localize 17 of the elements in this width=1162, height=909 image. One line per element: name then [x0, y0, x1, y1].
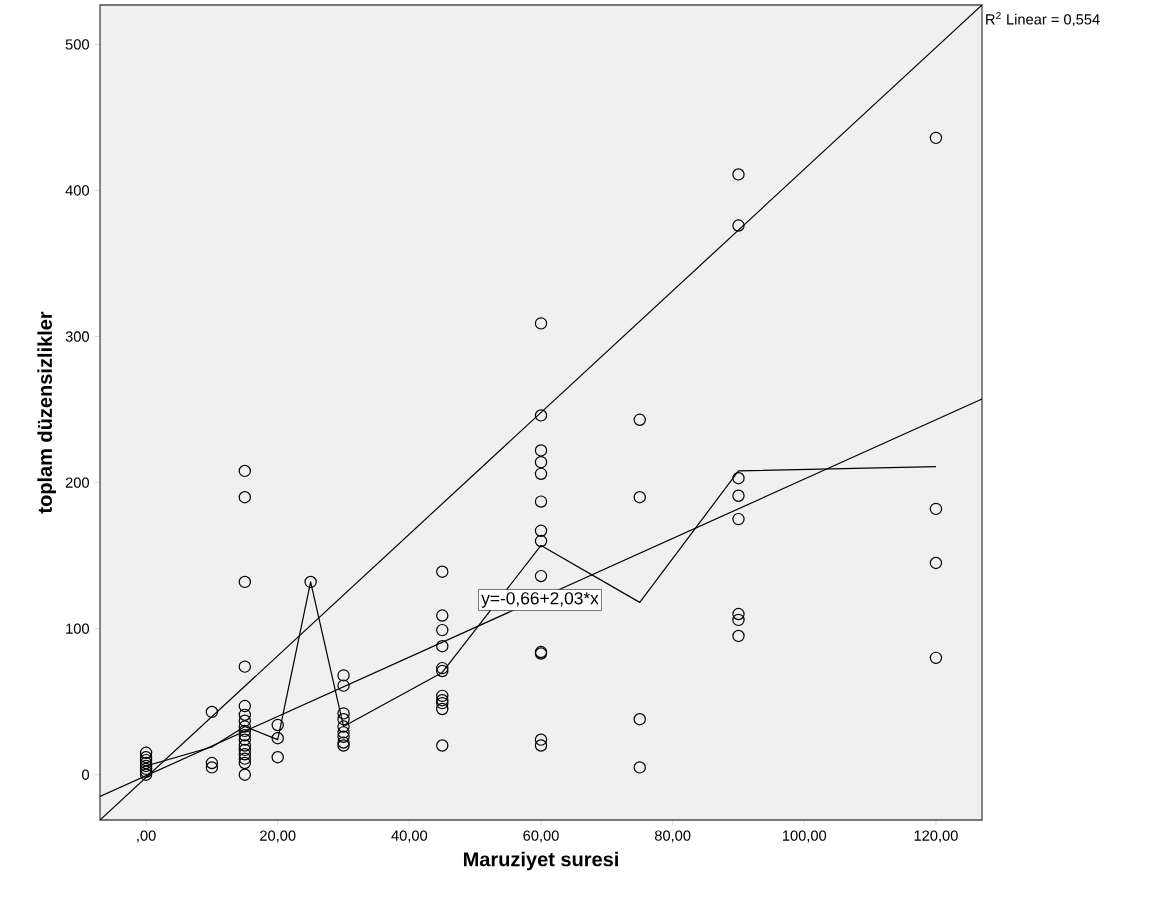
y-tick-label: 300: [65, 331, 90, 342]
x-tick-label: 60,00: [523, 830, 559, 843]
x-tick-label: 120,00: [914, 830, 958, 843]
y-axis-title: toplam düzensizlikler: [37, 311, 56, 514]
x-tick-label: 100,00: [782, 830, 827, 843]
x-axis-title: Maruziyet suresi: [463, 851, 618, 871]
y-tick-label: 400: [65, 185, 90, 196]
y-tick-label: 100: [66, 623, 90, 634]
text: R$^{2}$ Linear = 0,554: [986, 11, 1100, 27]
x-tick-label: 40,00: [391, 830, 428, 843]
x-tick-label: ,00: [137, 830, 156, 843]
y-tick-label: 0: [82, 769, 90, 780]
x-tick-label: 80,00: [654, 830, 691, 843]
y-tick-label: 200: [65, 477, 90, 488]
annotation: y=-0,66+2,03*x: [481, 592, 599, 608]
y-tick-label: 500: [65, 39, 90, 50]
x-tick-label: 20,00: [260, 830, 296, 843]
